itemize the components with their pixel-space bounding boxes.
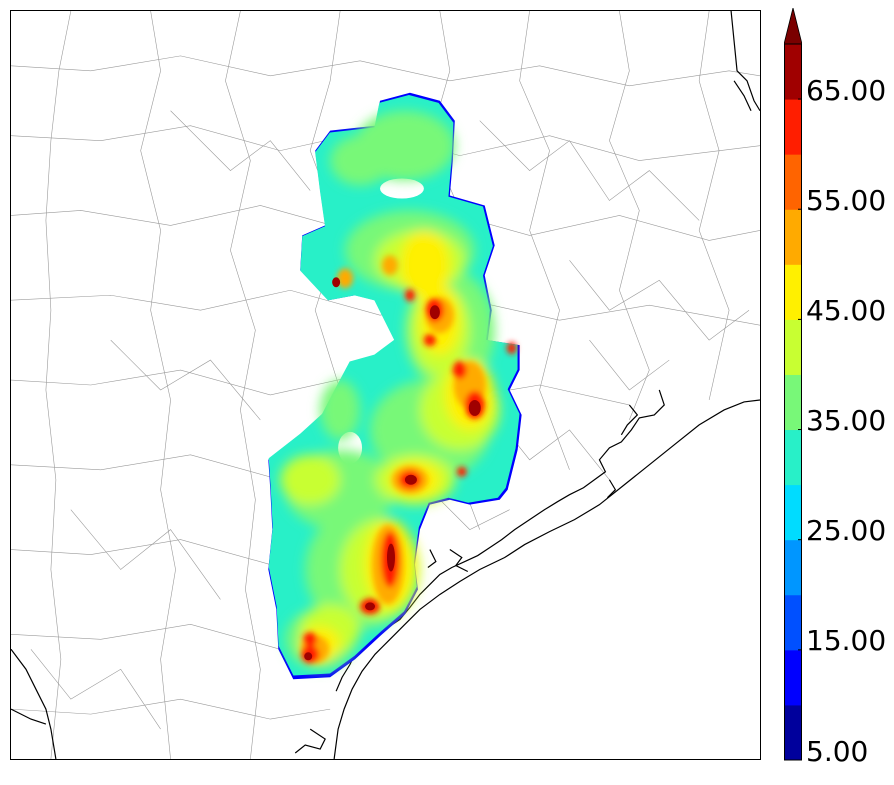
colorbar-label-55: 55.00 [806,184,887,217]
colorbar-segment [784,704,802,761]
colorbar-segment [784,594,802,651]
coastline [11,11,760,759]
map-panel [10,10,761,760]
colorbar-label-25: 25.00 [806,514,887,547]
colorbar-segment [784,264,802,320]
colorbar-label-15: 15.00 [806,624,887,657]
colorbar-label-45: 45.00 [806,294,887,327]
colorbar-segment [784,154,802,210]
colorbar-segment [784,429,802,486]
colorbar-segment [784,209,802,265]
colorbar-border [784,43,802,761]
colorbar-extend-arrow [784,8,802,45]
colorbar-segment [784,44,802,100]
colorbar-segment [784,484,802,541]
colorbar-label-5: 5.00 [806,735,869,768]
colorbar-segment [784,539,802,596]
colorbar-segment [784,319,802,375]
colorbar-label-65: 65.00 [806,74,887,107]
colorbar-segment [784,374,802,431]
map-canvas [11,11,760,759]
colorbar-segment [784,649,802,706]
colorbar-segment [784,99,802,155]
contour-field [268,92,522,680]
colorbar [784,8,802,761]
colorbar-label-35: 35.00 [806,404,887,437]
